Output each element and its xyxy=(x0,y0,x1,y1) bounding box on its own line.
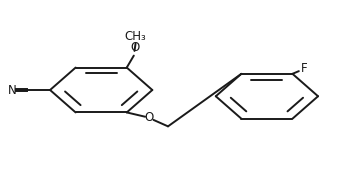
Text: O: O xyxy=(145,111,154,124)
Text: N: N xyxy=(7,84,16,96)
Text: F: F xyxy=(301,62,307,75)
Text: CH₃: CH₃ xyxy=(125,30,147,42)
Text: O: O xyxy=(130,41,139,54)
